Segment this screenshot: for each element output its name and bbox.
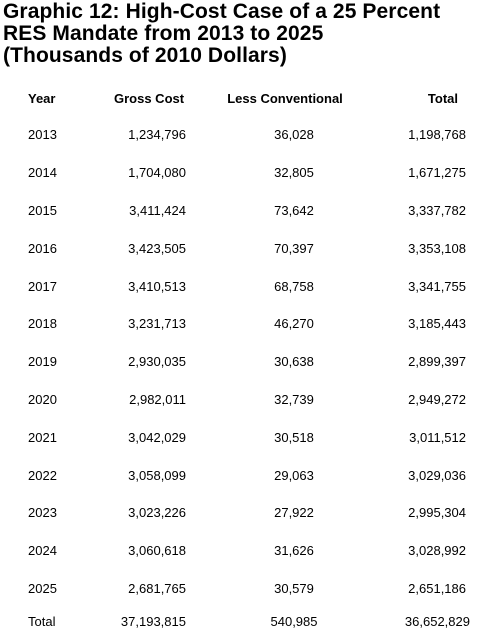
- table-row: 2022 3,058,099 29,063 3,029,036: [0, 456, 480, 494]
- total-gross-cost-cell: 37,193,815: [120, 613, 186, 629]
- table-body: 2013 1,234,796 36,028 1,198,768 2014 1,704,08…: [0, 116, 480, 607]
- year-cell: 2018: [28, 316, 57, 332]
- year-cell: 2024: [28, 543, 57, 559]
- less-conventional-cell: 46,270: [274, 316, 314, 332]
- less-conventional-cell: 32,805: [274, 165, 314, 181]
- less-conventional-cell: 30,638: [274, 354, 314, 370]
- table-row: 2025 2,681,765 30,579 2,651,186: [0, 570, 480, 608]
- column-header-less-conventional: Less Conventional: [227, 90, 343, 106]
- gross-cost-cell: 2,982,011: [129, 391, 186, 407]
- total-cell: 3,341,755: [408, 278, 466, 294]
- column-header-gross-cost: Gross Cost: [114, 90, 185, 106]
- less-conventional-cell: 27,922: [274, 505, 314, 521]
- less-conventional-cell: 68,758: [274, 278, 314, 294]
- table-row: 2016 3,423,505 70,397 3,353,108: [0, 229, 480, 267]
- table-row: 2023 3,023,226 27,922 2,995,304: [0, 494, 480, 532]
- column-header-year: Year: [28, 90, 56, 106]
- year-cell: 2014: [28, 165, 57, 181]
- gross-cost-cell: 3,060,618: [128, 543, 186, 559]
- table-row: 2024 3,060,618 31,626 3,028,992: [0, 532, 480, 570]
- title-line-2: RES Mandate from 2013 to 2025: [3, 22, 324, 45]
- total-cell: 1,671,275: [408, 165, 466, 181]
- title-line-3: (Thousands of 2010 Dollars): [3, 44, 287, 67]
- year-cell: 2021: [28, 429, 57, 445]
- year-cell: 2020: [28, 391, 57, 407]
- gross-cost-cell: 3,058,099: [128, 467, 186, 483]
- gross-cost-cell: 3,023,226: [128, 505, 186, 521]
- gross-cost-cell: 3,042,029: [128, 429, 186, 445]
- table-row: 2020 2,982,011 32,739 2,949,272: [0, 381, 480, 419]
- total-cell: 2,949,272: [408, 391, 466, 407]
- table-row: 2013 1,234,796 36,028 1,198,768: [0, 116, 480, 154]
- less-conventional-cell: 70,397: [274, 240, 314, 256]
- total-cell: 3,029,036: [408, 467, 466, 483]
- total-total-cell: 36,652,829: [404, 613, 470, 629]
- total-less-conventional-cell: 540,985: [270, 613, 318, 629]
- less-conventional-cell: 32,739: [274, 391, 314, 407]
- year-cell: 2023: [28, 505, 57, 521]
- total-cell: 3,011,512: [409, 429, 466, 445]
- total-cell: 2,899,397: [408, 354, 466, 370]
- total-label-cell: Total: [28, 613, 56, 629]
- year-cell: 2017: [28, 278, 57, 294]
- less-conventional-cell: 73,642: [274, 202, 314, 218]
- total-cell: 2,995,304: [408, 505, 466, 521]
- title-line-1: Graphic 12: High-Cost Case of a 25 Perce…: [3, 0, 441, 23]
- table-row: 2015 3,411,424 73,642 3,337,782: [0, 192, 480, 230]
- gross-cost-cell: 1,704,080: [128, 165, 186, 181]
- less-conventional-cell: 36,028: [274, 127, 314, 143]
- year-cell: 2019: [28, 354, 57, 370]
- gross-cost-cell: 1,234,796: [128, 127, 186, 143]
- column-header-total: Total: [427, 90, 458, 106]
- less-conventional-cell: 29,063: [274, 467, 314, 483]
- total-cell: 3,185,443: [408, 316, 466, 332]
- totals-row: Total 37,193,815 540,985 36,652,829: [0, 607, 480, 635]
- gross-cost-cell: 3,410,513: [128, 278, 186, 294]
- year-cell: 2022: [28, 467, 57, 483]
- total-cell: 3,353,108: [408, 240, 466, 256]
- gross-cost-cell: 3,231,713: [128, 316, 186, 332]
- less-conventional-cell: 31,626: [274, 543, 314, 559]
- year-cell: 2015: [28, 202, 57, 218]
- less-conventional-cell: 30,518: [274, 429, 314, 445]
- table-row: 2021 3,042,029 30,518 3,011,512: [0, 418, 480, 456]
- year-cell: 2025: [28, 580, 57, 596]
- total-cell: 2,651,186: [408, 580, 466, 596]
- total-cell: 1,198,768: [408, 127, 466, 143]
- year-cell: 2013: [28, 127, 57, 143]
- header-row: Year Gross Cost Less Conventional Total: [0, 80, 480, 116]
- table-header: Year Gross Cost Less Conventional Total: [0, 80, 480, 116]
- year-cell: 2016: [28, 240, 57, 256]
- table-row: 2017 3,410,513 68,758 3,341,755: [0, 267, 480, 305]
- chart-title: Graphic 12: High-Cost Case of a 25 Perce…: [3, 1, 477, 67]
- cost-table: Year Gross Cost Less Conventional Total …: [0, 80, 480, 635]
- gross-cost-cell: 2,930,035: [128, 354, 186, 370]
- gross-cost-cell: 3,411,424: [129, 202, 186, 218]
- total-cell: 3,028,992: [408, 543, 466, 559]
- less-conventional-cell: 30,579: [274, 580, 314, 596]
- gross-cost-cell: 2,681,765: [128, 580, 186, 596]
- table-row: 2018 3,231,713 46,270 3,185,443: [0, 305, 480, 343]
- table-footer: Total 37,193,815 540,985 36,652,829: [0, 607, 480, 635]
- gross-cost-cell: 3,423,505: [128, 240, 186, 256]
- table-row: 2014 1,704,080 32,805 1,671,275: [0, 154, 480, 192]
- table-row: 2019 2,930,035 30,638 2,899,397: [0, 343, 480, 381]
- total-cell: 3,337,782: [408, 202, 466, 218]
